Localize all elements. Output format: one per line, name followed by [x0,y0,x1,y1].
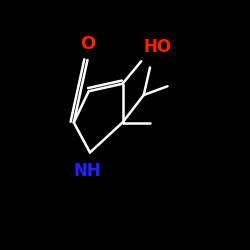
Text: O: O [80,35,95,53]
Text: HO: HO [144,38,172,56]
Text: NH: NH [74,162,102,180]
